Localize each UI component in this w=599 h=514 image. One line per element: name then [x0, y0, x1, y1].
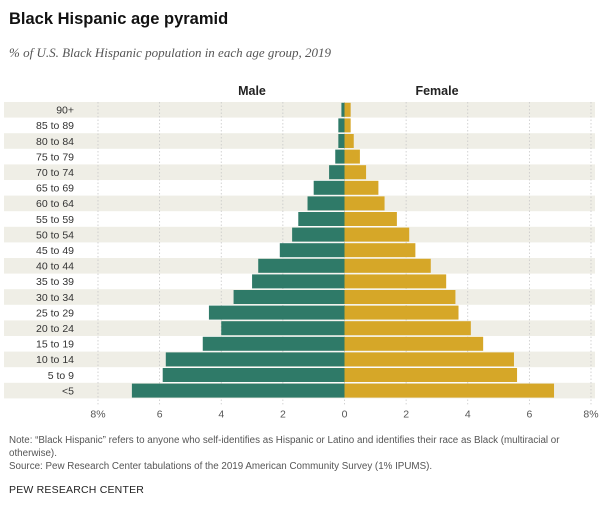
- row-band: [4, 195, 595, 212]
- bar-female: [344, 196, 385, 211]
- category-label: 70 to 74: [36, 167, 74, 179]
- bar-female: [344, 134, 354, 148]
- bar-male: [279, 243, 345, 258]
- bar-male: [165, 352, 345, 367]
- bar-male: [335, 149, 345, 164]
- bar-male: [208, 305, 345, 320]
- x-tick-label: 6: [157, 408, 163, 420]
- bar-male: [233, 290, 345, 304]
- note-text: Note: “Black Hispanic” refers to anyone …: [9, 435, 560, 459]
- bar-female: [344, 336, 484, 351]
- chart-subtitle: % of U.S. Black Hispanic population in e…: [9, 45, 331, 60]
- category-label: 40 to 44: [36, 261, 74, 273]
- bar-male: [313, 180, 345, 195]
- bar-female: [344, 258, 431, 273]
- bar-female: [344, 305, 459, 320]
- bar-female: [344, 180, 379, 195]
- x-tick-label: 4: [465, 408, 471, 420]
- category-label: 85 to 89: [36, 120, 74, 132]
- category-label: 10 to 14: [36, 354, 74, 366]
- bar-male: [307, 196, 345, 211]
- bar-female: [344, 352, 514, 367]
- chart-title: Black Hispanic age pyramid: [9, 10, 229, 28]
- bar-male: [329, 165, 345, 180]
- bar-male: [202, 336, 345, 351]
- x-tick-label: 6: [526, 408, 532, 420]
- bar-male: [338, 134, 345, 148]
- x-tick-label: 8%: [583, 408, 598, 420]
- category-label: 65 to 69: [36, 183, 74, 195]
- bar-male: [252, 274, 345, 289]
- source-text: Source: Pew Research Center tabulations …: [9, 461, 433, 472]
- bar-female: [344, 212, 397, 226]
- bar-female: [344, 368, 518, 382]
- category-label: 25 to 29: [36, 307, 74, 319]
- category-label: 5 to 9: [48, 370, 74, 382]
- chart-notes: Note: “Black Hispanic” refers to anyone …: [9, 434, 595, 473]
- series-label-female: Female: [415, 84, 458, 98]
- bar-male: [258, 258, 345, 273]
- brand-label: PEW RESEARCH CENTER: [9, 484, 145, 496]
- bar-male: [131, 383, 345, 398]
- bar-female: [344, 165, 367, 180]
- x-tick-label: 2: [403, 408, 409, 420]
- category-label: 90+: [56, 105, 74, 117]
- x-tick-label: 0: [342, 408, 348, 420]
- series-label-male: Male: [238, 84, 266, 98]
- category-label: 50 to 54: [36, 229, 74, 241]
- category-label: <5: [62, 385, 74, 397]
- category-label: 35 to 39: [36, 276, 74, 288]
- bar-male: [338, 118, 345, 133]
- bar-female: [344, 149, 360, 164]
- x-tick-label: 4: [218, 408, 224, 420]
- category-label: 60 to 64: [36, 198, 74, 210]
- row-band: [4, 102, 595, 118]
- bar-male: [162, 368, 345, 382]
- bar-female: [344, 274, 447, 289]
- bar-female: [344, 118, 351, 133]
- x-tick-label: 2: [280, 408, 286, 420]
- category-label: 75 to 79: [36, 151, 74, 163]
- x-tick-label: 8%: [90, 408, 105, 420]
- bar-male: [221, 321, 345, 336]
- row-band: [4, 133, 595, 149]
- bar-female: [344, 227, 410, 242]
- category-label: 45 to 49: [36, 245, 74, 257]
- category-label: 55 to 59: [36, 214, 74, 226]
- category-label: 80 to 84: [36, 136, 74, 148]
- category-label: 20 to 24: [36, 323, 74, 335]
- bar-male: [341, 102, 345, 117]
- bar-male: [298, 212, 345, 226]
- bar-female: [344, 383, 555, 398]
- category-label: 15 to 19: [36, 339, 74, 351]
- bar-female: [344, 243, 416, 258]
- bar-female: [344, 102, 351, 117]
- bar-female: [344, 290, 456, 304]
- bar-female: [344, 321, 471, 336]
- bar-male: [292, 227, 345, 242]
- age-pyramid-chart: Male Female 90+ 85 to 89 80 to 84 75 to 79 70 …: [4, 84, 599, 420]
- row-band: [4, 164, 595, 180]
- category-label: 30 to 34: [36, 292, 74, 304]
